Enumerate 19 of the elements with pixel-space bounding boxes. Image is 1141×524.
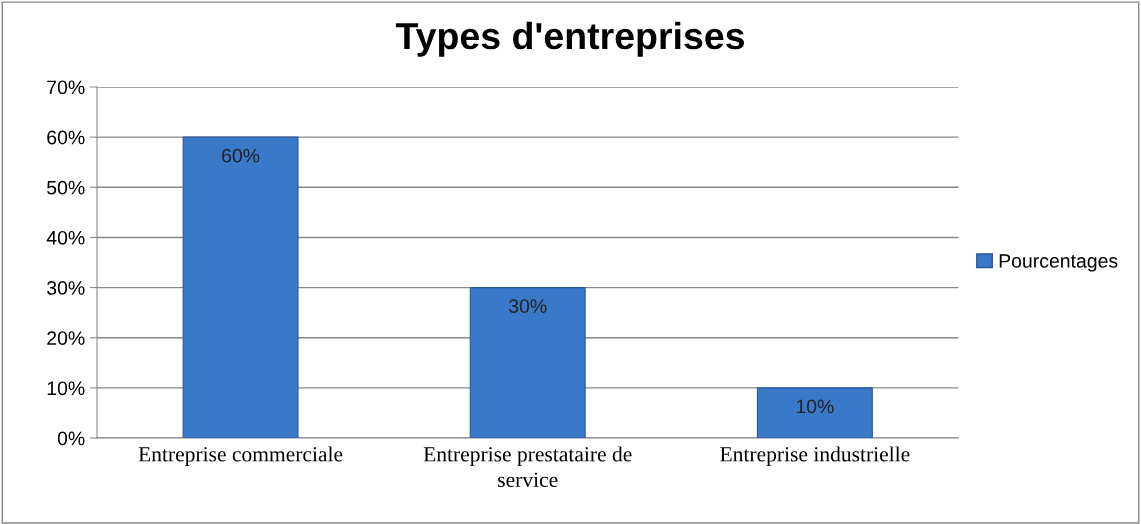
legend-label: Pourcentages (999, 254, 1118, 272)
data-label: 60% (222, 148, 260, 163)
x-tick-label: Entreprise industrielle (720, 446, 910, 466)
y-tick-label: 20% (47, 331, 85, 345)
y-tick-label: 10% (47, 381, 85, 396)
chart-title: Types d'entreprises (395, 21, 744, 57)
bar (756, 387, 873, 439)
data-label: 10% (796, 399, 834, 414)
y-tick-label: 70% (47, 80, 85, 95)
y-tick-label: 60% (47, 130, 85, 145)
bar (469, 287, 586, 439)
bar (182, 136, 299, 439)
y-tick-label: 40% (46, 230, 85, 245)
y-tick-label: 30% (47, 281, 85, 295)
y-tick-label: 0% (57, 431, 85, 446)
data-label: 30% (509, 299, 547, 313)
y-tick-label: 50% (47, 180, 85, 195)
x-tick-label: Entreprise prestataire de service (423, 446, 632, 488)
x-tick-label: Entreprise commerciale (138, 446, 343, 466)
